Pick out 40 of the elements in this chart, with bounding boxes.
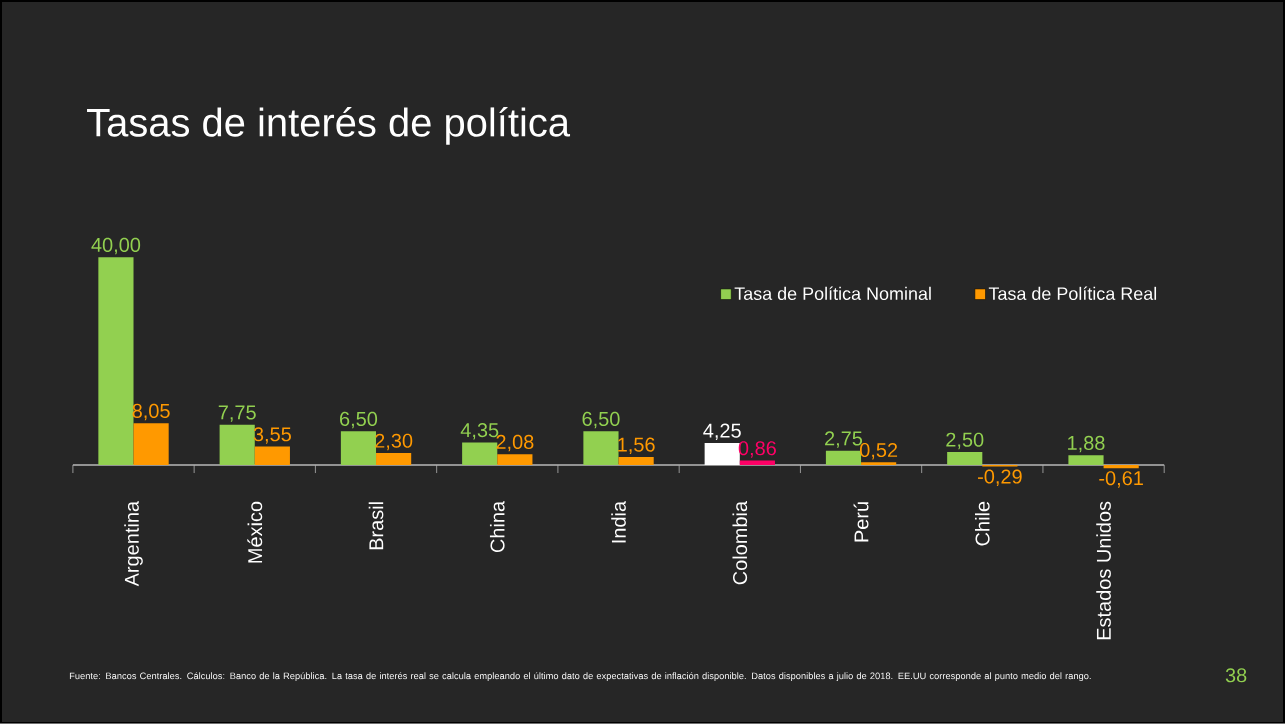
bar <box>583 431 619 466</box>
bar <box>825 450 862 466</box>
x-tick-label: Brasil <box>368 502 384 550</box>
bar <box>1103 465 1139 469</box>
data-label: 40,00 <box>91 237 141 255</box>
data-label: 6,50 <box>340 411 378 429</box>
bar <box>462 442 498 466</box>
data-label: 4,25 <box>703 423 741 441</box>
x-tick-label: Colombia <box>732 501 748 585</box>
data-label: 2,50 <box>946 432 984 450</box>
x-tick-label: Argentina <box>124 501 143 587</box>
x-tick-label: Estados Unidos <box>1096 501 1111 640</box>
data-label: 1,88 <box>1068 435 1105 453</box>
bar <box>98 257 134 466</box>
legend-label: Tasa de Política Nominal <box>734 286 931 301</box>
data-label: 7,75 <box>218 405 256 422</box>
legend-label: Tasa de Política Real <box>988 286 1157 301</box>
data-label: -0,61 <box>1099 471 1143 488</box>
text: 38 <box>1225 668 1247 683</box>
bar <box>497 454 533 466</box>
bar <box>618 457 654 466</box>
data-label: 6,50 <box>582 411 620 429</box>
x-tick-label: India <box>611 501 626 543</box>
chart-title: Tasas de interés de política <box>87 107 571 145</box>
bar <box>340 431 377 466</box>
bar <box>133 423 169 466</box>
data-label: 1,56 <box>618 437 655 455</box>
bar <box>254 446 290 466</box>
bar <box>861 462 897 466</box>
bar <box>219 424 255 466</box>
x-tick-label: China <box>489 501 505 553</box>
data-label: -0,29 <box>978 469 1022 487</box>
source-note: Fuente: Bancos Centrales. Cálculos: Banco de la República. La tasa de interés real se calcula empleando el último dato de expectativas de inflación disponible. Datos disponibles a julio de 2018. EE.UU corresponde al punto medio del rango. <box>69 672 1091 682</box>
bar <box>376 453 412 466</box>
x-tick-label: Perú <box>853 502 869 542</box>
bar <box>1068 455 1104 466</box>
bar <box>947 452 983 466</box>
x-tick-label: Chile <box>974 501 990 546</box>
x-tick-label: México <box>247 501 263 563</box>
data-label: 2,75 <box>825 431 863 448</box>
